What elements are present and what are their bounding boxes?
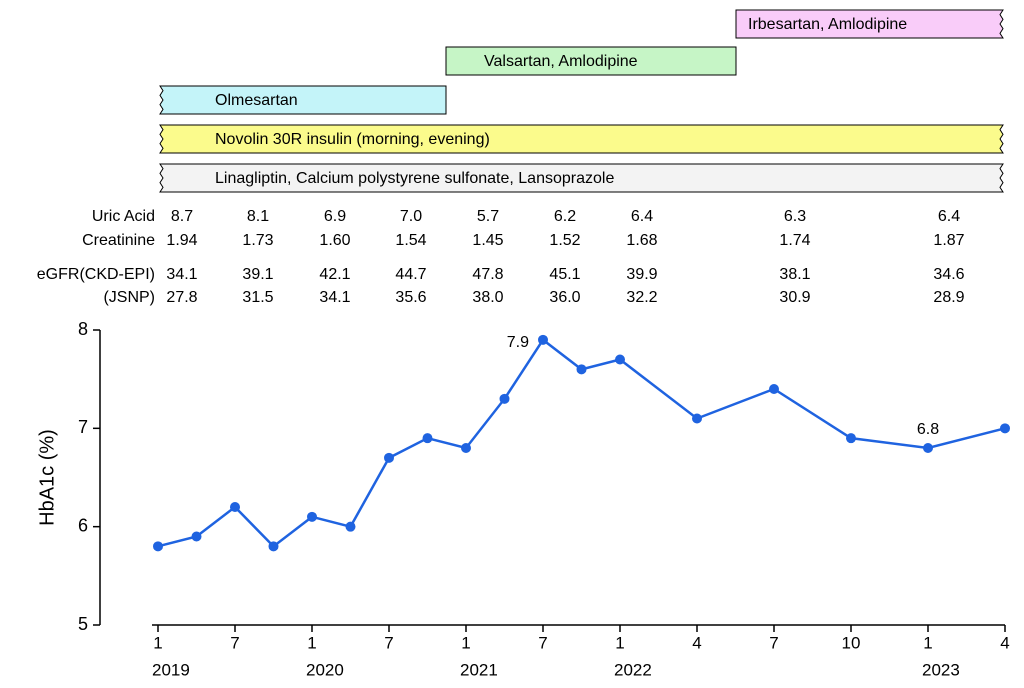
marker [422,433,433,444]
cell: 6.4 [631,208,653,225]
cell: 8.7 [171,208,193,225]
x-tick-label: 10 [842,633,861,652]
y-tick-label: 6 [78,515,88,535]
cell: 39.1 [242,266,273,283]
cell: 7.0 [400,208,422,225]
cell: 47.8 [472,266,503,283]
marker [615,354,625,365]
line [157,338,1006,548]
year-label: 2020 [306,660,344,679]
medication-bar [159,85,447,115]
cell: 1.45 [472,232,503,249]
cell: 5.7 [477,208,499,225]
marker [461,443,471,453]
year-label: 2019 [152,660,190,679]
year-label: 2022 [614,660,652,679]
cell: 1.87 [933,232,964,249]
row-label: Creatinine [82,232,155,249]
cell: 1.68 [626,232,657,249]
medication-label: Linagliptin, Calcium polystyrene sulfona… [215,170,614,187]
x-tick-label: 1 [615,633,624,652]
cell: 6.4 [938,208,960,225]
y-tick-label: 5 [78,614,88,634]
x-tick-label: 1 [923,633,932,652]
cell: 6.9 [324,208,346,225]
marker [384,452,394,463]
x-tick-label: 4 [1000,633,1009,652]
marker [268,541,279,552]
cell: 1.52 [549,232,580,249]
cell: 38.1 [779,266,810,283]
cell: 34.1 [319,289,350,306]
marker [1000,423,1010,434]
cell: 45.1 [549,266,580,283]
cell: 44.7 [395,266,426,283]
cell: 30.9 [779,289,810,306]
cell: 1.74 [779,232,810,249]
marker [230,502,240,512]
marker [538,334,548,345]
year-label: 2021 [460,660,498,679]
x-tick-label: 1 [307,633,316,652]
marker [576,364,587,375]
medication-label: Irbesartan, Amlodipine [748,16,907,33]
x-tick-label: 7 [230,633,239,652]
marker [153,541,163,552]
y-tick-label: 8 [78,319,88,339]
cell: 38.0 [472,289,503,306]
cell: 1.54 [395,232,426,249]
cell: 34.6 [933,266,964,283]
cell: 32.2 [626,289,657,306]
cell: 1.73 [242,232,273,249]
row-label: Uric Acid [92,208,155,225]
x-tick-label: 4 [692,633,701,652]
marker [692,413,702,424]
x-tick-label: 7 [384,633,393,652]
cell: 36.0 [549,289,580,306]
marker [923,443,933,453]
medication-bar [735,9,1004,39]
year-label: 2023 [922,660,960,679]
cell: 34.1 [166,266,197,283]
cell: 8.1 [247,208,269,225]
x-tick-label: 7 [769,633,778,652]
x-tick-label: 7 [538,633,547,652]
medication-label: Valsartan, Amlodipine [484,53,638,70]
cell: 39.9 [626,266,657,283]
value-label: 6.8 [917,421,939,438]
cell: 27.8 [166,289,197,306]
cell: 35.6 [395,289,426,306]
marker [769,384,779,394]
row-label: (JSNP) [103,289,155,306]
cell: 42.1 [319,266,350,283]
cell: 1.60 [319,232,350,249]
y-tick-label: 7 [78,417,88,437]
medication-label: Novolin 30R insulin (morning, evening) [215,131,490,148]
medication-label: Olmesartan [215,92,298,109]
x-tick-label: 1 [461,633,470,652]
marker [499,393,510,404]
medication-bar [159,163,1004,193]
marker [846,433,856,444]
cell: 6.2 [554,208,576,225]
medication-bar [159,124,1004,154]
x-tick-label: 1 [153,633,162,652]
marker [345,521,356,532]
y-axis-label: HbA1c (%) [36,429,58,526]
cell: 31.5 [242,289,273,306]
medication-bar [445,46,737,76]
row-label: eGFR(CKD-EPI) [37,266,155,283]
cell: 28.9 [933,289,964,306]
value-label: 7.9 [507,334,529,351]
marker [191,531,202,542]
marker [307,511,317,522]
cell: 6.3 [784,208,806,225]
cell: 1.94 [166,232,197,249]
